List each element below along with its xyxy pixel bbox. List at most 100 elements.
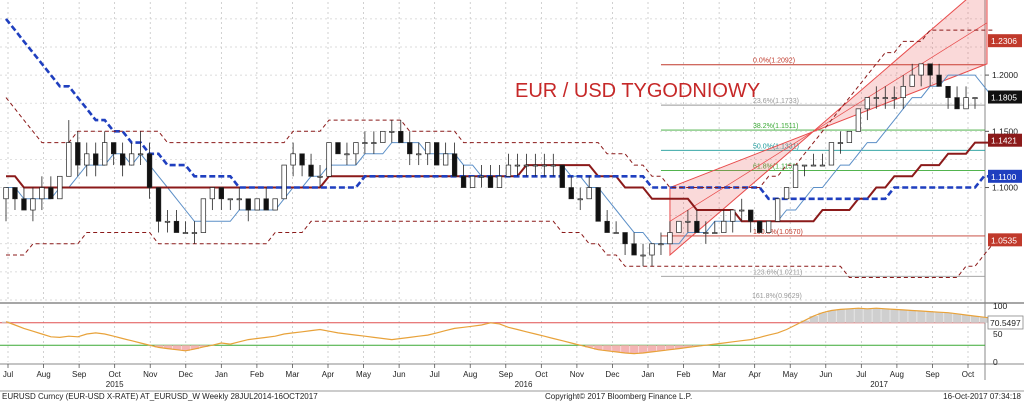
osc-overbought-shade xyxy=(926,311,935,323)
fibonacci-levels: 0.0%(1.2092) 23.6%(1.1733) 38.2%(1.1511) 50… xyxy=(660,58,985,300)
month-label: Dec xyxy=(179,370,193,379)
month-label: May xyxy=(783,370,798,379)
candle-body xyxy=(209,187,216,200)
price-badge-label: 1.1805 xyxy=(991,93,1017,103)
candle-body xyxy=(344,153,350,156)
month-label: Jun xyxy=(393,370,406,379)
month-label: Aug xyxy=(890,370,904,379)
osc-oversold-shade xyxy=(585,345,594,348)
month-label: Mar xyxy=(712,370,726,379)
price-tick-label: 1.1000 xyxy=(992,183,1018,193)
month-label: Feb xyxy=(250,370,264,379)
candle-body xyxy=(757,220,763,233)
candle-body xyxy=(164,220,171,223)
price-badge-label: 1.2306 xyxy=(991,36,1017,46)
month-label: Jan xyxy=(642,370,655,379)
candle-body xyxy=(909,74,915,87)
month-label: Sep xyxy=(72,370,87,379)
candle-body xyxy=(658,243,664,246)
month-label: Mar xyxy=(286,370,300,379)
candle-body xyxy=(290,153,296,166)
candle-body xyxy=(407,142,413,155)
month-label: Apr xyxy=(322,370,335,379)
candle-body xyxy=(496,175,503,188)
candle-body xyxy=(200,198,207,233)
candle-body xyxy=(30,198,36,211)
candle-body xyxy=(137,153,144,156)
candle-body xyxy=(93,153,99,166)
candle-body xyxy=(783,187,790,200)
osc-overbought-shade xyxy=(962,314,971,323)
osc-oversold-shade xyxy=(199,345,208,347)
candle-body xyxy=(111,142,117,155)
candle-body xyxy=(478,175,485,178)
candle-body xyxy=(389,130,395,133)
footer-right: 16-Oct-2017 07:34:18 xyxy=(943,392,1021,401)
month-label: Jan xyxy=(215,370,228,379)
candle-body xyxy=(748,209,754,222)
footer-center: Copyright© 2017 Bloomberg Finance L.P. xyxy=(545,392,692,401)
candle-body xyxy=(451,153,458,177)
candle-body xyxy=(972,97,978,99)
candle-body xyxy=(191,232,198,234)
month-label: Nov xyxy=(570,370,584,379)
candle-body xyxy=(622,232,628,245)
osc-oversold-shade xyxy=(172,345,181,350)
footer-left: EURUSD Curncy (EUR-USD X-RATE) AT_EURUSD… xyxy=(2,392,318,401)
osc-oversold-shade xyxy=(683,345,693,348)
month-label: Jul xyxy=(3,370,13,379)
candle-body xyxy=(667,232,673,245)
candle-body xyxy=(362,142,368,144)
osc-overbought-shade xyxy=(944,312,953,323)
candle-body xyxy=(227,198,233,201)
price-axis: 1.2000 1.1500 1.1000 1.2306 1.1805 1.1421 1.11… xyxy=(985,34,1022,247)
candle-body xyxy=(317,175,323,178)
candle-body xyxy=(128,153,135,166)
indicator-lines xyxy=(4,18,1002,278)
osc-overbought-shade xyxy=(908,310,917,323)
candle-body xyxy=(882,97,888,99)
month-label: Nov xyxy=(143,370,157,379)
candle-body xyxy=(846,130,853,143)
candle-body xyxy=(918,63,924,76)
candle-body xyxy=(21,198,27,211)
candle-body xyxy=(963,97,969,110)
time-axis: Jul Aug Sep Oct Nov Dec Jan Feb Mar Apr May Jun Jul A… xyxy=(3,364,975,389)
osc-oversold-shade xyxy=(648,345,657,352)
trend-channel-band xyxy=(669,0,988,257)
candle-body xyxy=(703,232,709,234)
candle-body xyxy=(12,187,18,200)
month-label: Apr xyxy=(748,370,761,379)
candle-body xyxy=(864,97,870,110)
candle-body xyxy=(765,220,772,233)
candle-body xyxy=(631,243,637,256)
candle-body xyxy=(586,187,592,200)
candle-body xyxy=(119,153,126,166)
candle-body xyxy=(272,198,278,211)
osc-oversold-shade xyxy=(639,345,648,354)
line-bollinger-lower xyxy=(6,220,1002,278)
candle-body xyxy=(299,153,305,166)
osc-oversold-shade xyxy=(630,345,639,354)
candle-body xyxy=(218,187,224,200)
price-badge-label: 1.1421 xyxy=(991,136,1017,146)
osc-tick-label: 50 xyxy=(993,329,1003,339)
candle-body xyxy=(837,142,844,144)
candle-body xyxy=(57,175,63,200)
month-label: Jun xyxy=(819,370,832,379)
price-badge xyxy=(988,133,1022,147)
candle-body xyxy=(353,142,359,155)
osc-oversold-shade xyxy=(594,345,603,350)
candle-body xyxy=(3,187,9,200)
candle-body xyxy=(685,220,691,223)
oscillator-panel: 100 50 0 70.5497 xyxy=(0,301,1024,367)
candle-body xyxy=(460,175,467,188)
osc-overbought-shade xyxy=(863,308,872,323)
trend-channel xyxy=(669,0,988,257)
osc-oversold-shade xyxy=(163,345,172,349)
osc-badge xyxy=(987,315,1024,330)
fib-label: 61.8%(1.1151) xyxy=(753,164,798,171)
month-label: Oct xyxy=(962,370,975,379)
price-tick-label: 1.1500 xyxy=(992,126,1018,136)
